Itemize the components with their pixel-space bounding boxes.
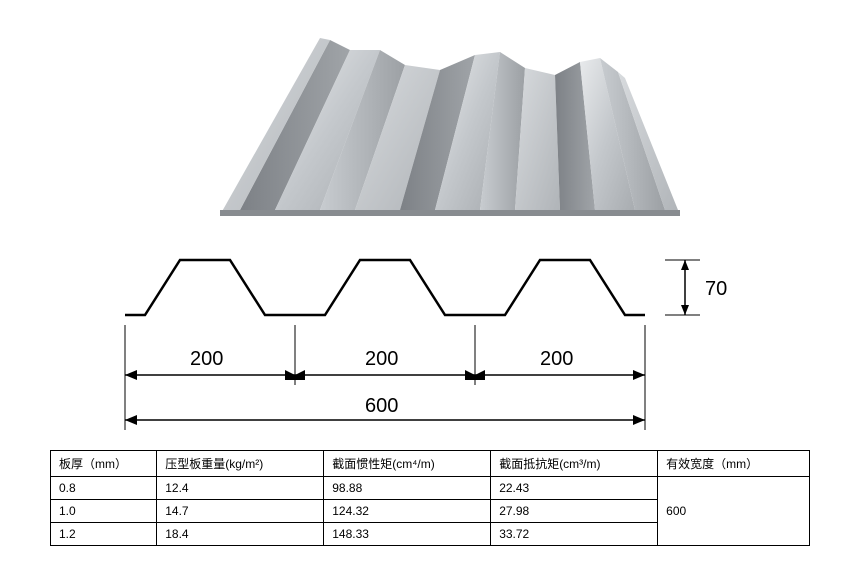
cell: 14.7 (157, 500, 324, 523)
cell: 98.88 (324, 477, 491, 500)
th-section-modulus: 截面抵抗矩(cm³/m) (491, 451, 658, 477)
profile-path (125, 260, 645, 315)
cell: 18.4 (157, 523, 324, 546)
cell: 1.0 (51, 500, 157, 523)
spec-table: 板厚（mm） 压型板重量(kg/m²) 截面惯性矩(cm⁴/m) 截面抵抗矩(c… (50, 450, 810, 546)
seg3-dim-label: 200 (540, 348, 573, 370)
th-weight: 压型板重量(kg/m²) (157, 451, 324, 477)
seg1-dim-label: 200 (190, 348, 223, 370)
seg2-dim-label: 200 (365, 348, 398, 370)
cell-effective-width: 600 (658, 477, 810, 546)
th-thickness: 板厚（mm） (51, 451, 157, 477)
cell: 0.8 (51, 477, 157, 500)
height-dim-label: 70 (705, 278, 727, 300)
cell: 124.32 (324, 500, 491, 523)
front-edge (220, 210, 680, 216)
cross-section-diagram: 70 200 200 200 600 (110, 250, 750, 450)
th-inertia: 截面惯性矩(cm⁴/m) (324, 451, 491, 477)
deck-3d-render (180, 20, 680, 230)
cell: 12.4 (157, 477, 324, 500)
cell: 22.43 (491, 477, 658, 500)
total-dim-label: 600 (365, 395, 398, 417)
cell: 33.72 (491, 523, 658, 546)
cell: 27.98 (491, 500, 658, 523)
cell: 148.33 (324, 523, 491, 546)
cell: 1.2 (51, 523, 157, 546)
table-row: 0.8 12.4 98.88 22.43 600 (51, 477, 810, 500)
table-header-row: 板厚（mm） 压型板重量(kg/m²) 截面惯性矩(cm⁴/m) 截面抵抗矩(c… (51, 451, 810, 477)
th-effective-width: 有效宽度（mm） (658, 451, 810, 477)
